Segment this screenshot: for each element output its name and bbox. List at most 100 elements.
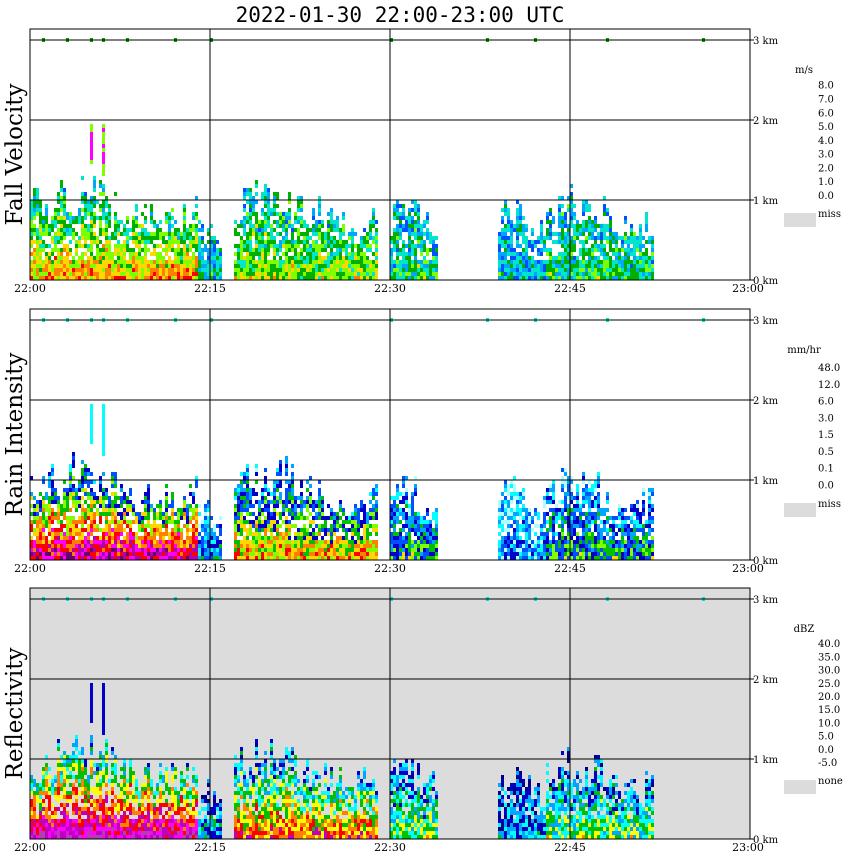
echo-cell <box>264 192 267 196</box>
echo-cell <box>87 516 90 520</box>
echo-cell <box>330 532 333 536</box>
echo-cell <box>561 484 564 488</box>
echo-cell <box>261 208 264 212</box>
echo-cell <box>48 244 51 248</box>
echo-cell <box>648 256 651 260</box>
echo-cell <box>234 264 237 268</box>
echo-cell <box>153 260 156 264</box>
echo-cell <box>114 528 117 532</box>
echo-cell <box>315 220 318 224</box>
echo-cell <box>249 272 252 276</box>
echo-cell <box>168 216 171 220</box>
echo-cell <box>507 500 510 504</box>
echo-cell <box>618 260 621 264</box>
echo-cell <box>243 260 246 264</box>
echo-cell <box>564 492 567 496</box>
echo-cell <box>111 268 114 272</box>
echo-cell <box>36 200 39 204</box>
echo-cell <box>234 232 237 236</box>
echo-cell <box>276 220 279 224</box>
echo-cell <box>273 248 276 252</box>
echo-cell <box>360 256 363 260</box>
echo-cell <box>405 552 408 556</box>
echo-cell <box>300 532 303 536</box>
echo-cell <box>633 240 636 244</box>
echo-cell <box>318 516 321 520</box>
echo-cell <box>114 224 117 228</box>
echo-cell <box>639 236 642 240</box>
echo-cell <box>267 200 270 204</box>
echo-cell <box>570 516 573 520</box>
echo-cell <box>429 240 432 244</box>
echo-cell <box>273 540 276 544</box>
echo-cell <box>432 256 435 260</box>
echo-cell <box>174 248 177 252</box>
echo-cell <box>519 208 522 212</box>
echo-cell <box>426 248 429 252</box>
echo-cell <box>144 524 147 528</box>
echo-cell <box>162 248 165 252</box>
echo-cell <box>306 536 309 540</box>
echo-cell <box>501 504 504 508</box>
echo-cell <box>339 252 342 256</box>
echo-cell <box>42 528 45 532</box>
echo-cell <box>603 548 606 552</box>
echo-cell <box>126 240 129 244</box>
echo-cell <box>501 252 504 256</box>
echo-cell <box>54 212 57 216</box>
echo-cell <box>42 216 45 220</box>
echo-cell <box>399 552 402 556</box>
echo-cell <box>402 208 405 212</box>
echo-cell <box>306 268 309 272</box>
echo-cell <box>270 500 273 504</box>
echo-cell <box>432 240 435 244</box>
echo-cell <box>330 228 333 232</box>
echo-cell <box>555 260 558 264</box>
echo-cell <box>399 216 402 220</box>
echo-cell <box>96 548 99 552</box>
echo-cell <box>366 256 369 260</box>
echo-cell <box>114 512 117 516</box>
echo-cell <box>345 240 348 244</box>
echo-cell <box>594 260 597 264</box>
echo-cell <box>426 220 429 224</box>
echo-cell <box>264 544 267 548</box>
echo-cell <box>63 260 66 264</box>
echo-cell <box>327 548 330 552</box>
echo-cell <box>255 480 258 484</box>
echo-cell <box>573 236 576 240</box>
echo-cell <box>69 216 72 220</box>
echo-cell <box>69 492 72 496</box>
echo-cell <box>207 276 210 280</box>
echo-cell <box>504 236 507 240</box>
echo-cell <box>138 524 141 528</box>
echo-cell <box>54 260 57 264</box>
echo-cell <box>105 496 108 500</box>
echo-cell <box>60 208 63 212</box>
echo-cell <box>57 496 60 500</box>
echo-cell <box>102 528 105 532</box>
echo-cell <box>318 252 321 256</box>
echo-cell <box>93 236 96 240</box>
echo-cell <box>303 248 306 252</box>
echo-cell <box>48 524 51 528</box>
echo-cell <box>75 216 78 220</box>
echo-cell <box>90 272 93 276</box>
echo-cell <box>363 244 366 248</box>
echo-cell <box>129 252 132 256</box>
echo-cell <box>129 248 132 252</box>
echo-cell <box>348 556 351 560</box>
echo-cell <box>588 216 591 220</box>
echo-cell <box>180 556 183 560</box>
echo-cell <box>549 272 552 276</box>
echo-cell <box>207 232 210 236</box>
echo-cell <box>630 232 633 236</box>
echo-cell <box>285 276 288 280</box>
echo-cell <box>81 224 84 228</box>
echo-cell <box>276 272 279 276</box>
echo-cell <box>213 276 216 280</box>
echo-cell <box>300 256 303 260</box>
echo-cell <box>342 556 345 560</box>
echo-cell <box>120 220 123 224</box>
echo-cell <box>156 268 159 272</box>
